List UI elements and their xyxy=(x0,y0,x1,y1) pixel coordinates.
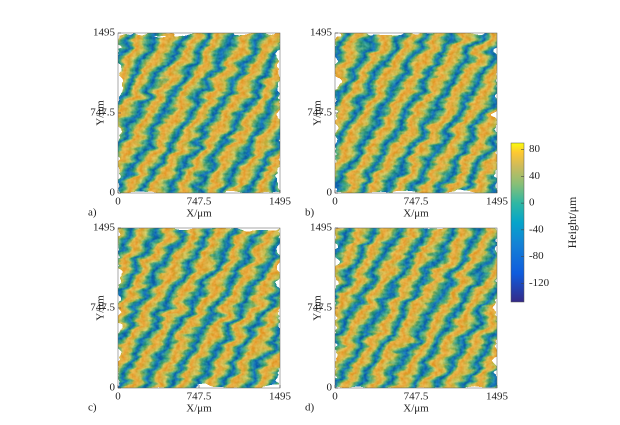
x-axis-label: X/μm xyxy=(403,208,429,220)
x-tick-label: 0 xyxy=(332,196,338,208)
colorbar-tick-label: 80 xyxy=(529,143,541,155)
x-tick-label: 0 xyxy=(332,391,338,403)
y-tick-label: 0 xyxy=(327,382,333,394)
y-tick-label: 0 xyxy=(110,187,116,199)
height-map xyxy=(335,228,497,388)
panel-label: c) xyxy=(88,402,97,414)
x-tick-label: 0 xyxy=(115,196,121,208)
x-tick-label: 747.5 xyxy=(187,391,212,403)
x-tick-label: 747.5 xyxy=(404,391,429,403)
panel-label: b) xyxy=(305,207,315,219)
height-map xyxy=(335,33,497,193)
x-tick-label: 1495 xyxy=(486,196,509,208)
x-tick-label: 747.5 xyxy=(404,196,429,208)
colorbar-tick-label: -40 xyxy=(529,223,544,235)
y-tick-label: 1495 xyxy=(93,27,116,39)
y-tick-label: 747.5 xyxy=(307,302,332,314)
y-tick-label: 1495 xyxy=(310,222,333,234)
colorbar xyxy=(510,142,525,303)
x-axis-label: X/μm xyxy=(186,208,212,220)
colorbar-label: Height/μm xyxy=(565,196,579,248)
y-tick-label: 747.5 xyxy=(90,107,115,119)
x-axis-label: X/μm xyxy=(186,403,212,415)
colorbar-tick-label: 0 xyxy=(529,197,535,209)
x-tick-label: 1495 xyxy=(486,391,509,403)
height-map xyxy=(118,228,280,388)
panel-label: a) xyxy=(88,207,97,219)
x-tick-label: 1495 xyxy=(269,391,292,403)
y-axis-label: Y/μm xyxy=(312,100,324,126)
y-tick-label: 1495 xyxy=(93,222,116,234)
y-tick-label: 747.5 xyxy=(90,302,115,314)
height-map xyxy=(118,33,280,193)
y-tick-label: 0 xyxy=(327,187,333,199)
x-tick-label: 747.5 xyxy=(187,196,212,208)
y-tick-label: 747.5 xyxy=(307,107,332,119)
x-axis-label: X/μm xyxy=(403,403,429,415)
panel-label: d) xyxy=(305,402,315,414)
y-axis-label: Y/μm xyxy=(95,295,107,321)
x-tick-label: 0 xyxy=(115,391,121,403)
colorbar-tick-label: 40 xyxy=(529,170,541,182)
colorbar-tick-label: -80 xyxy=(529,250,544,262)
y-tick-label: 1495 xyxy=(310,27,333,39)
y-tick-label: 0 xyxy=(110,382,116,394)
y-axis-label: Y/μm xyxy=(312,295,324,321)
colorbar-tick-label: -120 xyxy=(529,277,550,289)
x-tick-label: 1495 xyxy=(269,196,292,208)
y-axis-label: Y/μm xyxy=(95,100,107,126)
